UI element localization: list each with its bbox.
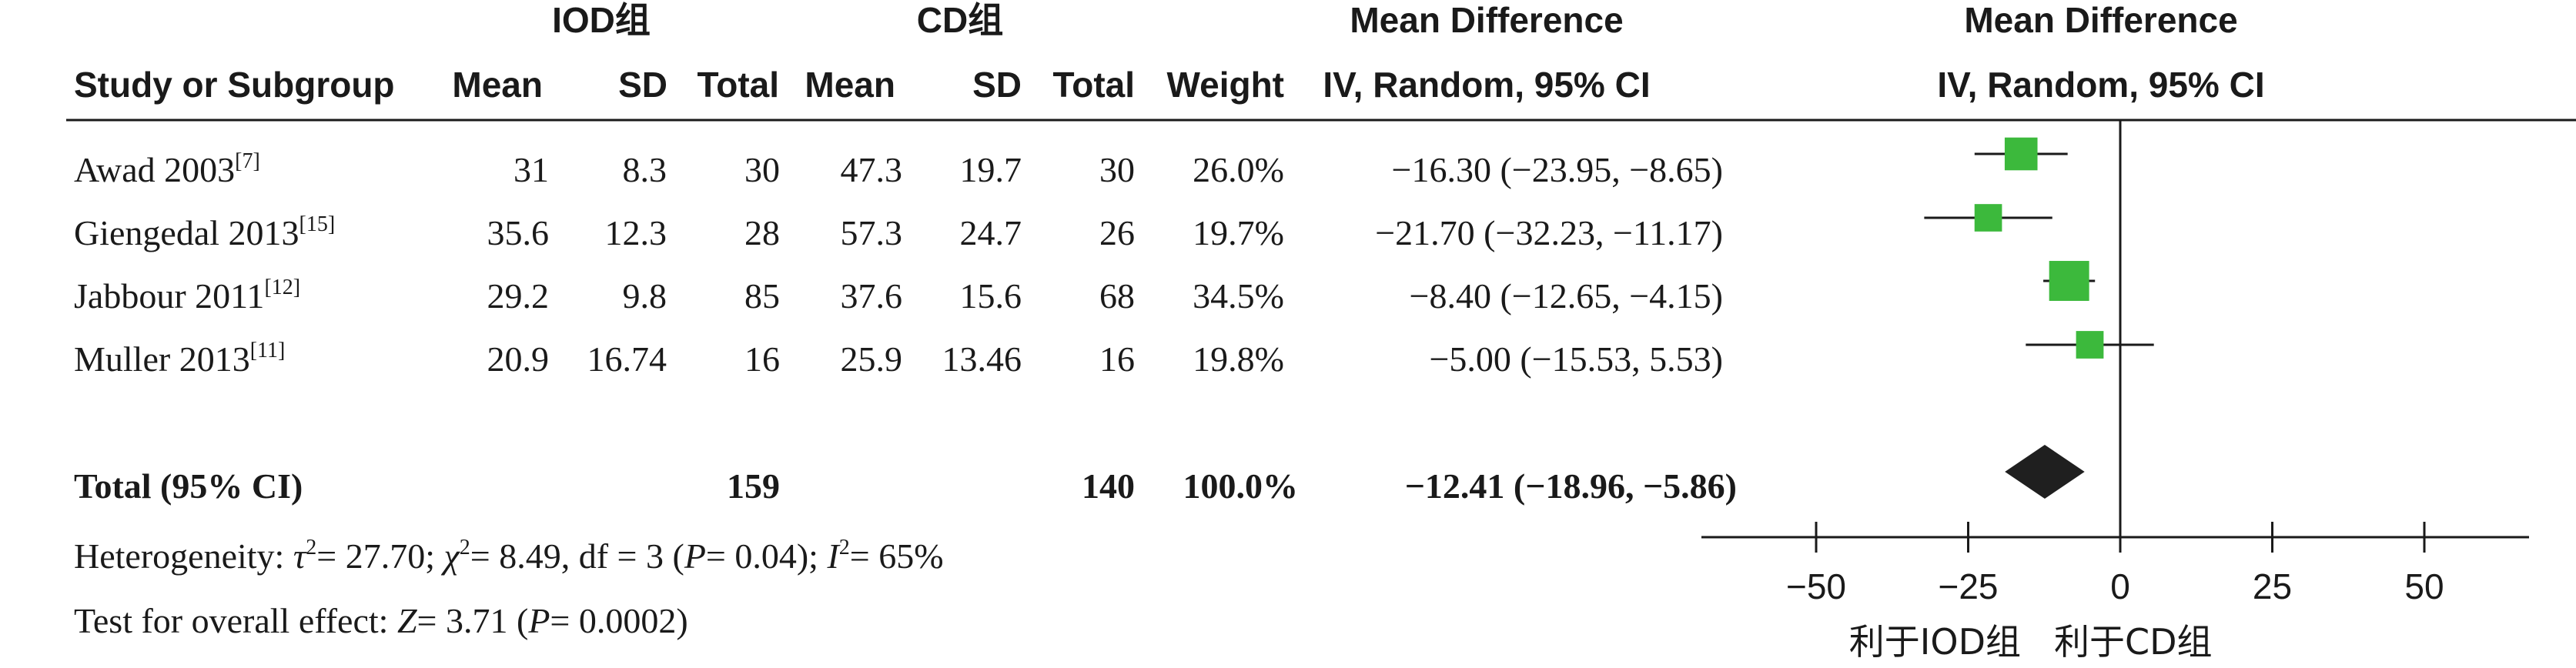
x-axis-tick-label: −50 [1786, 566, 1846, 606]
study-ref: [11] [250, 339, 286, 362]
study-sd1: 12.3 [605, 213, 667, 252]
study-total1: 30 [744, 150, 780, 189]
study-name: Giengedal 2013 [74, 213, 299, 252]
total1-col-header: Total [698, 65, 779, 105]
forest-plot-area: −50 −25 0 25 50 [1701, 120, 2529, 606]
study-total2: 68 [1099, 276, 1135, 316]
overall-effect-text: Test for overall effect: Z= 3.71 (P= 0.0… [74, 601, 688, 640]
study-ref: [15] [299, 212, 336, 236]
weight-col-header: Weight [1167, 65, 1284, 105]
study-mean1: 31 [514, 150, 549, 189]
study-row: Giengedal 2013[15] 35.6 12.3 28 57.3 24.… [74, 212, 1723, 252]
study-ci: −21.70 (−32.23, −11.17) [1375, 213, 1723, 252]
study-total1: 16 [744, 339, 780, 379]
study-ref: [12] [264, 276, 300, 299]
study-mean2: 37.6 [841, 276, 903, 316]
study-mean1: 29.2 [487, 276, 550, 316]
study-mean2: 57.3 [841, 213, 903, 252]
study-ci: −8.40 (−12.65, −4.15) [1410, 276, 1723, 316]
sd1-col-header: SD [618, 65, 667, 105]
total-weight: 100.0% [1183, 466, 1299, 506]
study-effect-marker [2076, 331, 2104, 359]
study-weight: 34.5% [1193, 276, 1284, 316]
x-axis-tick-label: 50 [2404, 566, 2444, 606]
total2-col-header: Total [1053, 65, 1135, 105]
study-sd2: 24.7 [960, 213, 1022, 252]
study-sd2: 15.6 [960, 276, 1022, 316]
sd2-col-header: SD [972, 65, 1022, 105]
study-effect-marker [2049, 261, 2089, 301]
total-ci: −12.41 (−18.96, −5.86) [1405, 466, 1737, 506]
svg-text:Giengedal 2013[15]: Giengedal 2013[15] [74, 212, 335, 252]
svg-text:Jabbour 2011[12]: Jabbour 2011[12] [74, 276, 300, 316]
study-effect-marker [1974, 204, 2002, 232]
study-name: Awad 2003 [74, 150, 235, 189]
total-label: Total (95% CI) [74, 466, 303, 506]
cd-group-header: CD组 [917, 0, 1003, 40]
favours-right-label: 利于CD组 [2054, 621, 2213, 663]
study-sd2: 13.46 [942, 339, 1022, 379]
pooled-effect-diamond [2005, 445, 2085, 499]
study-row: Awad 2003[7] 31 8.3 30 47.3 19.7 30 26.0… [74, 149, 1723, 189]
md-table-title: Mean Difference [1350, 0, 1623, 40]
study-name: Jabbour 2011 [74, 276, 264, 316]
total-total2: 140 [1082, 466, 1135, 506]
x-axis-tick-label: −25 [1938, 566, 1998, 606]
study-sd2: 19.7 [960, 150, 1022, 189]
study-total2: 30 [1099, 150, 1135, 189]
md-table-method: IV, Random, 95% CI [1323, 65, 1650, 105]
study-sd1: 9.8 [623, 276, 667, 316]
mean2-col-header: Mean [805, 65, 895, 105]
svg-text:Muller 2013[11]: Muller 2013[11] [74, 339, 285, 379]
md-plot-title: Mean Difference [1964, 0, 2237, 40]
study-total1: 28 [744, 213, 780, 252]
study-sd1: 16.74 [587, 339, 667, 379]
study-mean2: 25.9 [841, 339, 903, 379]
study-total1: 85 [744, 276, 780, 316]
study-mean1: 20.9 [487, 339, 550, 379]
study-rows: Awad 2003[7] 31 8.3 30 47.3 19.7 30 26.0… [74, 149, 1723, 379]
mean1-col-header: Mean [452, 65, 543, 105]
study-total2: 26 [1099, 213, 1135, 252]
total-total1: 159 [727, 466, 780, 506]
study-mean1: 35.6 [487, 213, 550, 252]
iod-group-header: IOD组 [552, 0, 651, 40]
x-axis-tick-label: 0 [2110, 566, 2130, 606]
study-ci: −5.00 (−15.53, 5.53) [1429, 339, 1723, 379]
study-sd1: 8.3 [623, 150, 667, 189]
md-plot-method: IV, Random, 95% CI [1937, 65, 2264, 105]
study-mean2: 47.3 [841, 150, 903, 189]
study-weight: 19.7% [1193, 213, 1284, 252]
study-name: Muller 2013 [74, 339, 250, 379]
study-weight: 19.8% [1193, 339, 1284, 379]
study-weight: 26.0% [1193, 150, 1284, 189]
study-row: Muller 2013[11] 20.9 16.74 16 25.9 13.46… [74, 339, 1723, 379]
total-row: Total (95% CI) 159 140 100.0% −12.41 (−1… [74, 466, 1737, 506]
study-ci: −16.30 (−23.95, −8.65) [1392, 150, 1723, 189]
study-col-header: Study or Subgroup [74, 65, 395, 105]
x-axis-tick-label: 25 [2253, 566, 2292, 606]
study-ref: [7] [235, 149, 260, 173]
favours-left-label: 利于IOD组 [1849, 621, 2021, 663]
study-row: Jabbour 2011[12] 29.2 9.8 85 37.6 15.6 6… [74, 276, 1723, 316]
heterogeneity-text: Heterogeneity: τ2= 27.70; χ2= 8.49, df =… [74, 536, 944, 576]
study-total2: 16 [1099, 339, 1135, 379]
svg-text:Awad 2003[7]: Awad 2003[7] [74, 149, 260, 189]
study-effect-marker [2004, 137, 2038, 171]
